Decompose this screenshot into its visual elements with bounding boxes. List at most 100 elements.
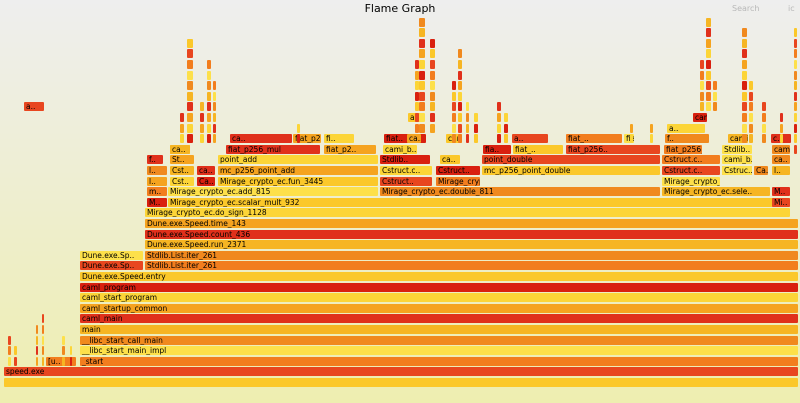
- ignore-case-button[interactable]: ic: [788, 4, 795, 13]
- frame-stack-14[interactable]: [207, 91, 211, 101]
- frame-stack-113[interactable]: [742, 38, 747, 48]
- frame-stack-39[interactable]: [419, 38, 425, 48]
- frame-stack-48[interactable]: [415, 60, 419, 69]
- frame-57[interactable]: fiat_p2..: [324, 144, 376, 154]
- frame-74[interactable]: f..: [665, 134, 709, 144]
- frame-4[interactable]: __libc_start_call_main: [80, 335, 798, 345]
- search-button[interactable]: Search: [732, 4, 760, 13]
- frame-56[interactable]: fiat_p256_mul: [226, 144, 320, 154]
- frame-28[interactable]: Cst..: [170, 176, 194, 186]
- frame-stack-158[interactable]: [42, 325, 44, 334]
- frame-45[interactable]: l..: [772, 166, 790, 175]
- frame-stack-131[interactable]: [794, 81, 797, 91]
- frame-stack-94[interactable]: [706, 28, 711, 38]
- frame-14[interactable]: Stdlib.List.iter_261: [145, 250, 798, 260]
- frame-stack-116[interactable]: [749, 123, 753, 133]
- frame-stack-78[interactable]: [474, 123, 478, 133]
- frame-stack-77[interactable]: [474, 134, 478, 144]
- frame-stack-64[interactable]: [458, 70, 462, 80]
- frame-32[interactable]: Mirage_crypto_ec.fun_3443: [436, 176, 480, 186]
- frame-stack-110[interactable]: [742, 70, 747, 80]
- frame-stack-41[interactable]: [419, 17, 425, 27]
- frame-24[interactable]: Mirage_crypto_ec.double_811: [380, 187, 660, 197]
- frame-stack-43[interactable]: [415, 113, 419, 122]
- frame-75[interactable]: cami_ba..: [728, 134, 748, 144]
- frame-60[interactable]: fiat_..: [513, 144, 563, 154]
- frame-stack-145[interactable]: [650, 123, 653, 133]
- frame-36[interactable]: ca..: [197, 166, 215, 175]
- frame-stack-103[interactable]: [713, 81, 717, 91]
- frame-stack-38[interactable]: [419, 49, 425, 59]
- frame-stack-88[interactable]: [706, 91, 711, 101]
- frame-46[interactable]: f..: [147, 155, 163, 165]
- frame-52[interactable]: Cstruct.c..: [662, 155, 720, 165]
- frame-3[interactable]: __libc_start_main_impl: [80, 346, 798, 356]
- frame-19[interactable]: M..: [147, 197, 167, 207]
- frame-stack-46[interactable]: [415, 81, 419, 91]
- frame-stack-135[interactable]: [794, 38, 797, 48]
- frame-stack-22[interactable]: [213, 91, 216, 101]
- frame-stack-16[interactable]: [207, 70, 211, 80]
- frame-stack-130[interactable]: [794, 91, 797, 101]
- frame-16[interactable]: Dune.exe.Speed.count_436: [145, 229, 798, 239]
- frame-stack-24[interactable]: [200, 134, 204, 144]
- frame-44[interactable]: Ca..: [754, 166, 768, 175]
- frame-43[interactable]: Cstruc..: [722, 166, 752, 175]
- frame-stack-33[interactable]: [419, 102, 425, 112]
- frame-26[interactable]: M..: [772, 187, 790, 197]
- frame-stack-37[interactable]: [419, 60, 425, 69]
- frame-stack-112[interactable]: [742, 49, 747, 59]
- frame-20[interactable]: Mirage_crypto_ec.scalar_mult_932: [168, 197, 790, 207]
- frame-stack-98[interactable]: [700, 81, 704, 91]
- frame-stack-138[interactable]: [780, 123, 783, 133]
- frame-63[interactable]: Stdlib..: [722, 144, 752, 154]
- frame-stack-153[interactable]: [36, 335, 38, 345]
- frame-stack-49[interactable]: [430, 123, 435, 133]
- frame-stack-109[interactable]: [742, 81, 747, 91]
- frame-stack-59[interactable]: [458, 123, 462, 133]
- frame-stack-10[interactable]: [207, 134, 211, 144]
- frame-17[interactable]: Dune.exe.Speed.time_143: [145, 219, 798, 228]
- frame-stack-164[interactable]: [70, 346, 72, 356]
- frame-stack-157[interactable]: [42, 335, 44, 345]
- frame-stack-148[interactable]: [8, 335, 11, 345]
- frame-stack-127[interactable]: [794, 123, 797, 133]
- frame-41[interactable]: Cstruct.c..: [662, 166, 720, 175]
- frame-stack-6[interactable]: [187, 70, 193, 80]
- frame-stack-143[interactable]: [630, 123, 633, 133]
- frame-64[interactable]: cami_b..: [772, 144, 790, 154]
- frame-stack-149[interactable]: [14, 356, 17, 366]
- frame-stack-2[interactable]: [187, 113, 193, 122]
- frame-stack-25[interactable]: [200, 123, 204, 133]
- frame-59[interactable]: fia..: [483, 144, 511, 154]
- frame-stack-4[interactable]: [187, 91, 193, 101]
- frame-stack-56[interactable]: [430, 49, 435, 59]
- frame-stack-162[interactable]: [62, 335, 65, 345]
- frame-47[interactable]: St..: [170, 155, 194, 165]
- frame-stack-100[interactable]: [700, 60, 704, 69]
- frame-stack-82[interactable]: [497, 113, 501, 122]
- frame-stack-71[interactable]: [452, 91, 456, 101]
- frame-stack-89[interactable]: [706, 81, 711, 91]
- frame-stack-55[interactable]: [430, 60, 435, 69]
- frame-stack-72[interactable]: [452, 81, 456, 91]
- frame-stack-122[interactable]: [762, 123, 766, 133]
- frame-77[interactable]: ca..: [407, 134, 421, 144]
- frame-29[interactable]: Ca..: [197, 176, 215, 186]
- frame-stack-155[interactable]: [42, 356, 44, 366]
- frame-stack-62[interactable]: [458, 91, 462, 101]
- frame-stack-45[interactable]: [415, 91, 419, 101]
- frame-stack-17[interactable]: [207, 60, 211, 69]
- frame-stack-93[interactable]: [706, 38, 711, 48]
- frame-stack-106[interactable]: [742, 113, 747, 122]
- frame-stack-163[interactable]: [70, 356, 72, 366]
- frame-stack-151[interactable]: [36, 356, 38, 366]
- frame-stack-44[interactable]: [415, 102, 419, 112]
- frame-stack-108[interactable]: [742, 91, 747, 101]
- frame-stack-139[interactable]: [780, 113, 783, 122]
- frame-10[interactable]: Dune.exe.Speed.entry: [80, 272, 798, 281]
- frame-stack-91[interactable]: [706, 60, 711, 69]
- frame-stack-7[interactable]: [187, 60, 193, 69]
- frame-stack-65[interactable]: [458, 60, 462, 69]
- frame-stack-97[interactable]: [700, 91, 704, 101]
